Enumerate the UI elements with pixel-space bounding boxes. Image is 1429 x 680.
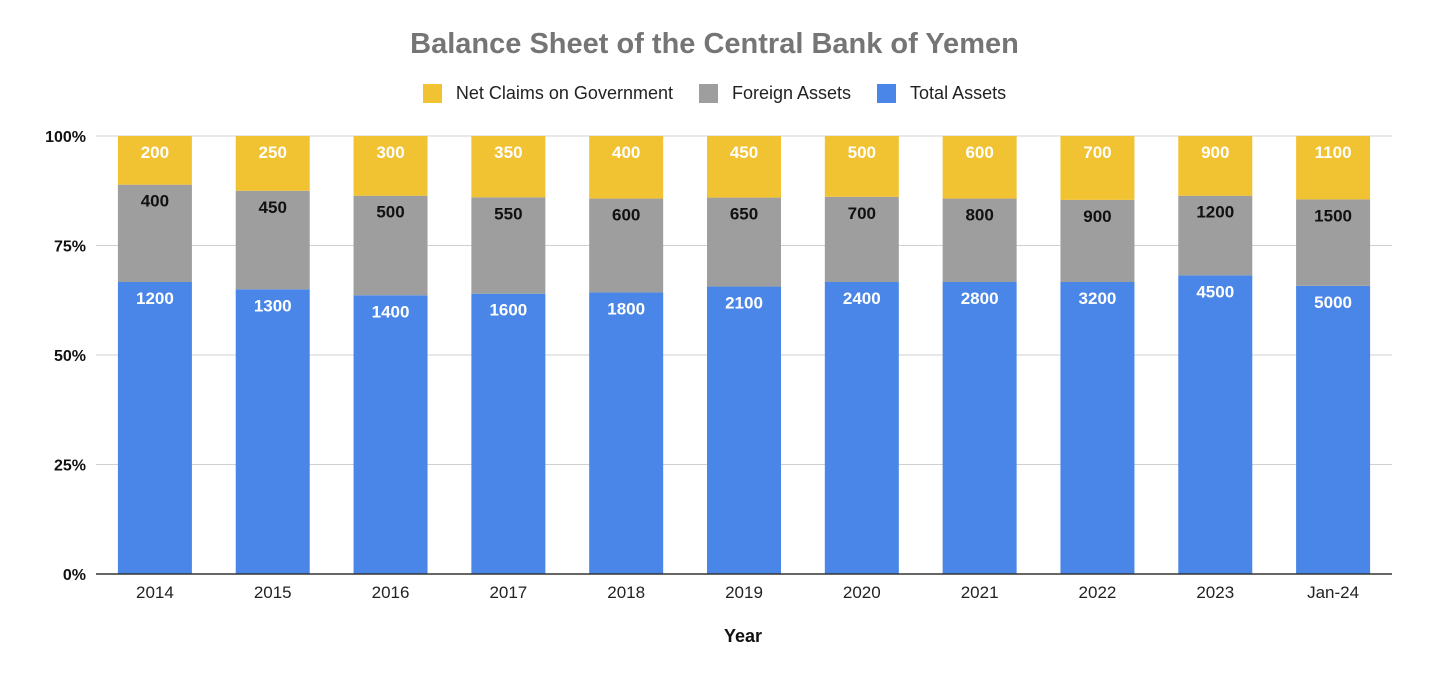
legend-swatch <box>877 84 897 103</box>
legend-item: Net Claims on Government <box>422 83 673 104</box>
data-label: 600 <box>612 206 640 225</box>
bar-segment <box>942 282 1017 574</box>
data-label: 200 <box>141 143 169 162</box>
bar-segment <box>942 198 1017 282</box>
data-label: 250 <box>259 143 287 162</box>
bar-segment <box>824 282 899 574</box>
bar-segment <box>1060 136 1135 200</box>
x-tick-label: 2019 <box>725 583 763 602</box>
legend-label: Net Claims on Government <box>455 83 673 103</box>
data-label: 1300 <box>254 296 292 315</box>
data-label: 700 <box>848 204 876 223</box>
bar-segment <box>235 190 310 290</box>
data-label: 450 <box>259 198 287 217</box>
data-label: 800 <box>965 206 993 225</box>
legend: Net Claims on Government Foreign Assets To… <box>0 83 1429 104</box>
data-label: 1100 <box>1315 143 1352 162</box>
bar-segment <box>707 197 781 287</box>
data-label: 1200 <box>1196 203 1234 222</box>
bar-segment <box>117 184 192 282</box>
data-label: 350 <box>494 143 522 162</box>
data-label: 4500 <box>1196 282 1234 301</box>
data-label: 500 <box>376 203 404 222</box>
x-tick-label: 2021 <box>961 583 999 602</box>
legend-swatch <box>422 84 442 103</box>
y-tick-label: 0% <box>63 567 86 584</box>
y-tick-label: 25% <box>54 458 86 475</box>
data-label: 700 <box>1083 143 1111 162</box>
bar-segment <box>471 197 546 294</box>
x-tick-label: 2023 <box>1196 583 1234 602</box>
bar-segment <box>707 286 781 574</box>
bar-segment <box>707 136 781 198</box>
bar-segment <box>589 292 664 574</box>
bar-segment <box>824 136 899 197</box>
x-tick-label: 2017 <box>489 583 527 602</box>
data-label: 500 <box>848 143 876 162</box>
bar-segment <box>353 195 428 296</box>
bar-segment <box>589 136 664 199</box>
bar-segment <box>1178 275 1253 574</box>
bar-segment <box>1060 282 1135 574</box>
bar-segment <box>471 136 546 198</box>
bar-segment <box>1296 199 1371 286</box>
legend-label: Total Assets <box>910 83 1007 103</box>
data-label: 600 <box>965 143 993 162</box>
data-label: 400 <box>141 192 169 211</box>
data-label: 1200 <box>136 289 174 308</box>
data-label: 650 <box>730 205 758 224</box>
x-tick-label: 2016 <box>372 583 410 602</box>
bar-segment <box>1296 285 1371 574</box>
data-label: 2400 <box>843 289 881 308</box>
bar-segment <box>235 136 310 191</box>
bar-segment <box>471 293 546 574</box>
legend-item: Total Assets <box>877 83 1006 104</box>
bar-segment <box>942 136 1017 199</box>
data-label: 1600 <box>489 301 527 320</box>
bar-segment <box>117 136 192 185</box>
bar-segment <box>1178 136 1253 196</box>
bar-segment <box>235 289 310 574</box>
data-label: 1800 <box>607 299 645 318</box>
bar-segment <box>117 282 192 574</box>
x-tick-label: 2015 <box>254 583 292 602</box>
bar-segment <box>824 196 899 282</box>
bar-segment <box>1178 195 1253 276</box>
legend-item: Foreign Assets <box>698 83 852 104</box>
bar-segment <box>1296 136 1371 200</box>
data-label: 550 <box>494 204 522 223</box>
x-tick-label: 2014 <box>136 583 174 602</box>
data-label: 300 <box>376 143 404 162</box>
bar-segment <box>353 136 428 196</box>
data-label: 3200 <box>1079 289 1117 308</box>
legend-swatch <box>698 84 718 103</box>
data-label: 1500 <box>1314 206 1352 225</box>
bar-segment <box>589 198 664 293</box>
data-label: 1400 <box>372 302 410 321</box>
x-tick-label: 2020 <box>843 583 881 602</box>
data-label: 900 <box>1201 143 1229 162</box>
x-tick-label: 2018 <box>607 583 645 602</box>
x-tick-label: Jan-24 <box>1307 583 1359 602</box>
data-label: 2800 <box>961 289 999 308</box>
data-label: 2100 <box>725 294 763 313</box>
x-tick-label: 2022 <box>1079 583 1117 602</box>
data-label: 450 <box>730 143 758 162</box>
legend-label: Foreign Assets <box>731 83 852 103</box>
data-label: 900 <box>1083 207 1111 226</box>
y-tick-label: 75% <box>54 239 86 256</box>
y-tick-label: 50% <box>54 348 86 365</box>
data-label: 5000 <box>1314 293 1352 312</box>
bar-segment <box>1060 199 1135 282</box>
bar-segment <box>353 295 428 574</box>
x-axis-title: Year <box>724 626 762 646</box>
data-label: 400 <box>612 143 640 162</box>
y-tick-label: 100% <box>45 129 86 146</box>
chart-title: Balance Sheet of the Central Bank of Yem… <box>410 28 1019 60</box>
